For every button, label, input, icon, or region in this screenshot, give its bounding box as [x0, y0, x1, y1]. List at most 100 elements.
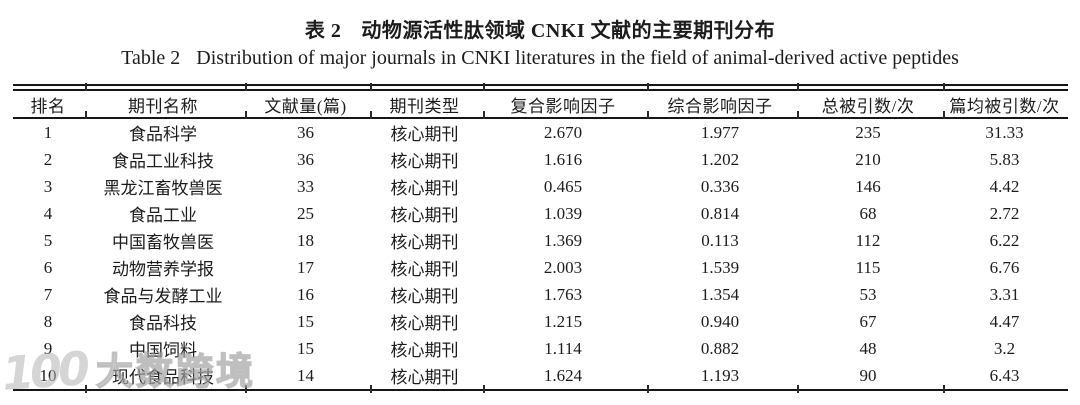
- table-header-row: 排名 期刊名称 文献量(篇) 期刊类型 复合影响因子 综合影响因子 总被引数/次…: [13, 91, 1068, 119]
- column-tick: [797, 385, 799, 393]
- table-cell: 食品工业科技: [112, 152, 214, 171]
- table-row: 5 中国畜牧兽医 18 核心期刊 1.369 0.113 112 6.22: [13, 227, 1068, 254]
- table-cell: 3: [43, 176, 53, 196]
- table-top-double-rule: [13, 84, 1068, 91]
- table-cell: 1.114: [544, 338, 582, 358]
- table-cell: 33: [297, 176, 314, 196]
- table-cell: 1.624: [481, 362, 645, 391]
- table-cell: 核心期刊: [390, 341, 459, 360]
- table-cell: 17: [297, 257, 314, 277]
- column-header-avg-citations: 篇均被引数/次: [941, 91, 1068, 119]
- column-tick: [370, 385, 372, 393]
- table-cell: 核心期刊: [390, 206, 459, 225]
- column-tick: [797, 83, 799, 91]
- table-cell: 8: [43, 311, 53, 331]
- table-cell: 0.113: [701, 230, 739, 250]
- table-cell: 4.42: [989, 176, 1020, 196]
- table-cell: 6: [43, 257, 53, 277]
- column-header-rank: 排名: [13, 91, 83, 119]
- column-header-composite-impact-factor: 复合影响因子: [481, 91, 645, 119]
- table-cell: 25: [297, 203, 314, 223]
- table-cell: 115: [855, 257, 881, 277]
- caption-zh-title: 动物源活性肽领域 CNKI 文献的主要期刊分布: [361, 20, 776, 42]
- table-cell: 核心期刊: [390, 179, 459, 198]
- table-cell: 67: [859, 311, 877, 331]
- column-header-document-count: 文献量(篇): [243, 91, 368, 119]
- table-cell: 14: [243, 362, 368, 391]
- caption-zh-label: 表 2: [304, 20, 342, 42]
- table-cell: 0.882: [700, 338, 740, 358]
- table-row: 4 食品工业 25 核心期刊 1.039 0.814 68 2.72: [13, 200, 1068, 227]
- table-cell: 现代食品科技: [83, 362, 243, 391]
- table-cell: 18: [297, 230, 314, 250]
- column-tick: [85, 111, 87, 119]
- column-tick: [647, 385, 649, 393]
- table-cell: 4.47: [989, 311, 1020, 331]
- column-tick: [85, 385, 87, 393]
- table-cell: 2: [43, 149, 53, 169]
- table-cell: 1.616: [543, 149, 583, 169]
- table-cell: 食品与发酵工业: [103, 287, 223, 306]
- table-cell: 1.369: [543, 230, 583, 250]
- table-cell: 48: [859, 338, 877, 358]
- table-cell: 9: [43, 338, 53, 358]
- table-cell: 1.539: [700, 257, 740, 277]
- table-cell: 146: [855, 176, 881, 196]
- table-row: 7 食品与发酵工业 16 核心期刊 1.763 1.354 53 3.31: [13, 281, 1068, 308]
- table-cell: 核心期刊: [390, 260, 459, 279]
- column-header-comprehensive-impact-factor: 综合影响因子: [645, 91, 795, 119]
- table-cell: 6.43: [941, 362, 1068, 391]
- table-cell: 16: [297, 284, 314, 304]
- table-cell: 3.2: [993, 338, 1016, 358]
- caption-en-label: Table 2: [121, 47, 181, 69]
- table-cell: 210: [855, 149, 881, 169]
- table-cell: 核心期刊: [390, 125, 459, 144]
- table-cell: 5.83: [989, 149, 1020, 169]
- table-cell: 1: [43, 122, 53, 142]
- column-tick: [797, 111, 799, 119]
- table-cell: 核心期刊: [390, 314, 459, 333]
- table-cell: 食品科技: [129, 314, 197, 333]
- table-cell: 0.940: [700, 311, 740, 331]
- column-header-journal-type: 期刊类型: [368, 91, 481, 119]
- column-tick: [245, 111, 247, 119]
- journal-table-container: 排名 期刊名称 文献量(篇) 期刊类型 复合影响因子 综合影响因子 总被引数/次…: [13, 83, 1068, 393]
- table-cell: 2.670: [543, 122, 583, 142]
- table-cell: 68: [859, 203, 877, 223]
- table-caption-en: Table 2 Distribution of major journals in…: [0, 47, 1080, 70]
- column-tick: [370, 83, 372, 91]
- table-cell: 7: [43, 284, 53, 304]
- column-tick: [370, 111, 372, 119]
- table-cell: 235: [855, 122, 881, 142]
- table-cell: 1.977: [700, 122, 740, 142]
- table-cell: 核心期刊: [390, 233, 459, 252]
- table-cell: 5: [43, 230, 53, 250]
- table-row: 6 动物营养学报 17 核心期刊 2.003 1.539 115 6.76: [13, 254, 1068, 281]
- table-cell: 36: [297, 149, 314, 169]
- table-cell: 中国畜牧兽医: [112, 233, 214, 252]
- caption-en-title: Distribution of major journals in CNKI l…: [196, 47, 959, 69]
- journal-distribution-table: 排名 期刊名称 文献量(篇) 期刊类型 复合影响因子 综合影响因子 总被引数/次…: [13, 91, 1068, 391]
- table-caption-zh: 表 2 动物源活性肽领域 CNKI 文献的主要期刊分布: [0, 14, 1080, 43]
- table-cell: 核心期刊: [390, 287, 459, 306]
- table-cell: 核心期刊: [368, 362, 481, 391]
- table-cell: 15: [297, 311, 314, 331]
- table-cell: 1.763: [543, 284, 583, 304]
- table-row: 1 食品科学 36 核心期刊 2.670 1.977 235 31.33: [13, 118, 1068, 146]
- table-cell: 2.003: [543, 257, 583, 277]
- table-cell: 10: [13, 362, 83, 391]
- column-tick: [245, 385, 247, 393]
- table-cell: 0.336: [700, 176, 740, 196]
- column-tick: [483, 83, 485, 91]
- table-cell: 6.22: [989, 230, 1020, 250]
- table-cell: 核心期刊: [390, 152, 459, 171]
- table-cell: 动物营养学报: [112, 260, 214, 279]
- column-tick: [483, 385, 485, 393]
- table-cell: 1.193: [645, 362, 795, 391]
- table-cell: 4: [43, 203, 53, 223]
- table-cell: 2.72: [989, 203, 1020, 223]
- column-header-total-citations: 总被引数/次: [795, 91, 941, 119]
- table-cell: 0.814: [700, 203, 740, 223]
- column-header-journal-name: 期刊名称: [83, 91, 243, 119]
